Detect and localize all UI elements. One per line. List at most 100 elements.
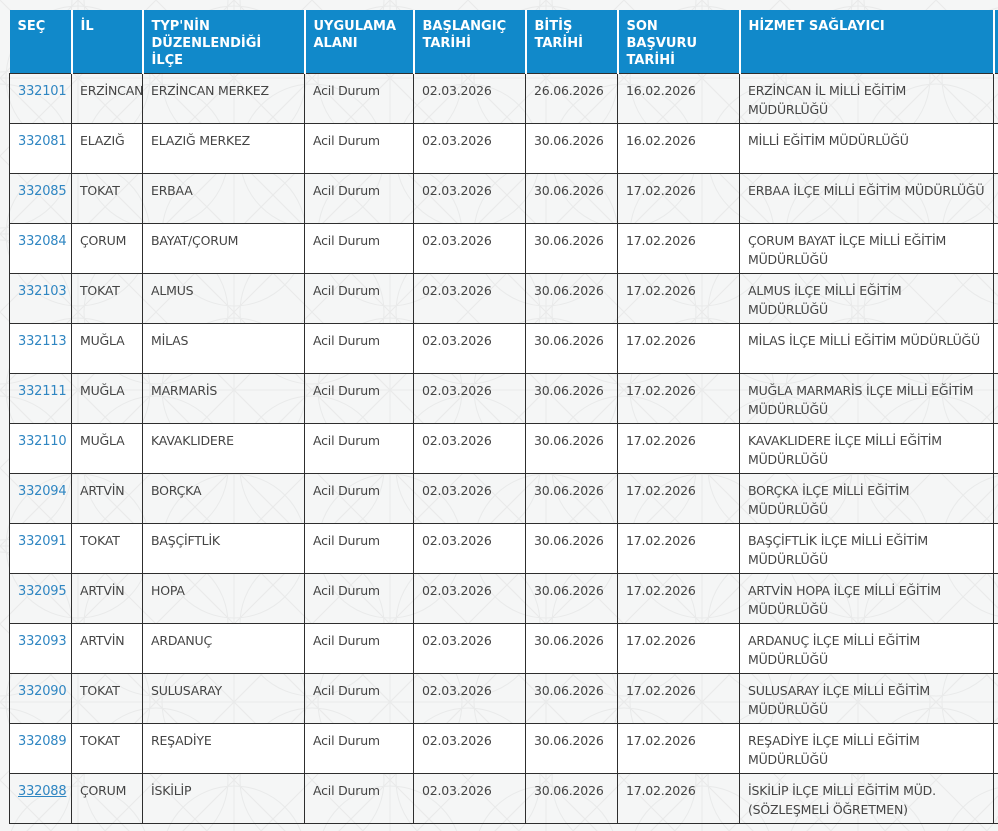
sec-cell: 332088	[9, 773, 72, 824]
table-row: 332113 MUĞLA MİLAS Acil Durum 02.03.2026 30.0…	[9, 323, 998, 374]
sec-cell: 332113	[9, 323, 72, 374]
typ-id-link[interactable]: 332094	[18, 484, 67, 499]
typ-id-link[interactable]: 332084	[18, 234, 67, 249]
col-header-clipped	[992, 10, 998, 74]
typ-id-link[interactable]: 332085	[18, 184, 67, 199]
son-basvuru-tarihi-cell: 17.02.2026	[617, 623, 740, 674]
sec-cell: 332101	[9, 73, 72, 124]
bitis-tarihi-cell: 30.06.2026	[525, 673, 618, 724]
typ-id-link[interactable]: 332113	[18, 334, 67, 349]
ilce-cell: REŞADİYE	[142, 723, 305, 774]
hizmet-saglayici-cell: İSKİLİP İLÇE MİLLİ EĞİTİM MÜD. (SÖZLEŞME…	[739, 773, 994, 824]
typ-id-link[interactable]: 332093	[18, 634, 67, 649]
bitis-tarihi-cell: 30.06.2026	[525, 223, 618, 274]
bitis-tarihi-cell: 30.06.2026	[525, 373, 618, 424]
clipped-cell	[993, 73, 998, 124]
sec-cell: 332111	[9, 373, 72, 424]
typ-id-link[interactable]: 332111	[18, 384, 67, 399]
clipped-cell	[993, 673, 998, 724]
ilce-cell: ERZİNCAN MERKEZ	[142, 73, 305, 124]
table-row: 332111 MUĞLA MARMARİS Acil Durum 02.03.2026 3…	[9, 373, 998, 424]
table-row: 332090 TOKAT SULUSARAY Acil Durum 02.03.2026…	[9, 673, 998, 724]
header-row: SEÇ İL TYP'NİN DÜZENLENDİĞİ İLÇE UYGULAM…	[9, 10, 998, 74]
il-cell: ERZİNCAN	[71, 73, 143, 124]
baslangic-tarihi-cell: 02.03.2026	[413, 473, 526, 524]
typ-id-link[interactable]: 332110	[18, 434, 67, 449]
hizmet-saglayici-cell: ARTVİN HOPA İLÇE MİLLİ EĞİTİM MÜDÜRLÜĞÜ	[739, 573, 994, 624]
clipped-cell	[993, 173, 998, 224]
bitis-tarihi-cell: 30.06.2026	[525, 123, 618, 174]
clipped-cell	[993, 723, 998, 774]
bitis-tarihi-cell: 30.06.2026	[525, 723, 618, 774]
uygulama-alani-cell: Acil Durum	[304, 173, 414, 224]
uygulama-alani-cell: Acil Durum	[304, 223, 414, 274]
hizmet-saglayici-cell: ARDANUÇ İLÇE MİLLİ EĞİTİM MÜDÜRLÜĞÜ	[739, 623, 994, 674]
clipped-cell	[993, 473, 998, 524]
ilce-cell: KAVAKLIDERE	[142, 423, 305, 474]
table-row: 332095 ARTVİN HOPA Acil Durum 02.03.2026 30.0…	[9, 573, 998, 624]
clipped-cell	[993, 123, 998, 174]
hizmet-saglayici-cell: MUĞLA MARMARİS İLÇE MİLLİ EĞİTİM MÜDÜRLÜ…	[739, 373, 994, 424]
baslangic-tarihi-cell: 02.03.2026	[413, 423, 526, 474]
typ-id-link[interactable]: 332103	[18, 284, 67, 299]
table-row: 332110 MUĞLA KAVAKLIDERE Acil Durum 02.03.20…	[9, 423, 998, 474]
table-row: 332101 ERZİNCAN ERZİNCAN MERKEZ Acil Durum 0…	[9, 73, 998, 124]
il-cell: TOKAT	[71, 723, 143, 774]
ilce-cell: BAYAT/ÇORUM	[142, 223, 305, 274]
ilce-cell: BORÇKA	[142, 473, 305, 524]
il-cell: ARTVİN	[71, 623, 143, 674]
baslangic-tarihi-cell: 02.03.2026	[413, 573, 526, 624]
son-basvuru-tarihi-cell: 17.02.2026	[617, 423, 740, 474]
table-row: 332094 ARTVİN BORÇKA Acil Durum 02.03.2026 30…	[9, 473, 998, 524]
ilce-cell: ELAZIĞ MERKEZ	[142, 123, 305, 174]
ilce-cell: BAŞÇİFTLİK	[142, 523, 305, 574]
table-row: 332085 TOKAT ERBAA Acil Durum 02.03.2026 30.0…	[9, 173, 998, 224]
bitis-tarihi-cell: 30.06.2026	[525, 323, 618, 374]
clipped-cell	[993, 773, 998, 824]
table-row: 332081 ELAZIĞ ELAZIĞ MERKEZ Acil Durum 02.03…	[9, 123, 998, 174]
clipped-cell	[993, 273, 998, 324]
table-row: 332084 ÇORUM BAYAT/ÇORUM Acil Durum 02.03.20…	[9, 223, 998, 274]
typ-id-link[interactable]: 332081	[18, 134, 67, 149]
table-row: 332091 TOKAT BAŞÇİFTLİK Acil Durum 02.03.202…	[9, 523, 998, 574]
bitis-tarihi-cell: 30.06.2026	[525, 473, 618, 524]
typ-id-link[interactable]: 332088	[18, 784, 67, 799]
il-cell: TOKAT	[71, 523, 143, 574]
son-basvuru-tarihi-cell: 16.02.2026	[617, 73, 740, 124]
sec-cell: 332089	[9, 723, 72, 774]
typ-id-link[interactable]: 332089	[18, 734, 67, 749]
bitis-tarihi-cell: 30.06.2026	[525, 523, 618, 574]
son-basvuru-tarihi-cell: 17.02.2026	[617, 273, 740, 324]
hizmet-saglayici-cell: BAŞÇİFTLİK İLÇE MİLLİ EĞİTİM MÜDÜRLÜĞÜ	[739, 523, 994, 574]
typ-id-link[interactable]: 332101	[18, 84, 67, 99]
baslangic-tarihi-cell: 02.03.2026	[413, 773, 526, 824]
ilce-cell: SULUSARAY	[142, 673, 305, 724]
clipped-cell	[993, 573, 998, 624]
bitis-tarihi-cell: 30.06.2026	[525, 773, 618, 824]
clipped-cell	[993, 373, 998, 424]
bitis-tarihi-cell: 30.06.2026	[525, 423, 618, 474]
son-basvuru-tarihi-cell: 16.02.2026	[617, 123, 740, 174]
clipped-cell	[993, 223, 998, 274]
typ-id-link[interactable]: 332095	[18, 584, 67, 599]
hizmet-saglayici-cell: ERBAA İLÇE MİLLİ EĞİTİM MÜDÜRLÜĞÜ	[739, 173, 994, 224]
typ-id-link[interactable]: 332091	[18, 534, 67, 549]
il-cell: ARTVİN	[71, 573, 143, 624]
il-cell: TOKAT	[71, 173, 143, 224]
uygulama-alani-cell: Acil Durum	[304, 673, 414, 724]
baslangic-tarihi-cell: 02.03.2026	[413, 173, 526, 224]
sec-cell: 332091	[9, 523, 72, 574]
bitis-tarihi-cell: 30.06.2026	[525, 623, 618, 674]
uygulama-alani-cell: Acil Durum	[304, 523, 414, 574]
baslangic-tarihi-cell: 02.03.2026	[413, 523, 526, 574]
baslangic-tarihi-cell: 02.03.2026	[413, 223, 526, 274]
il-cell: ÇORUM	[71, 223, 143, 274]
clipped-cell	[993, 523, 998, 574]
typ-id-link[interactable]: 332090	[18, 684, 67, 699]
il-cell: ÇORUM	[71, 773, 143, 824]
ilce-cell: MARMARİS	[142, 373, 305, 424]
son-basvuru-tarihi-cell: 17.02.2026	[617, 673, 740, 724]
uygulama-alani-cell: Acil Durum	[304, 323, 414, 374]
uygulama-alani-cell: Acil Durum	[304, 723, 414, 774]
